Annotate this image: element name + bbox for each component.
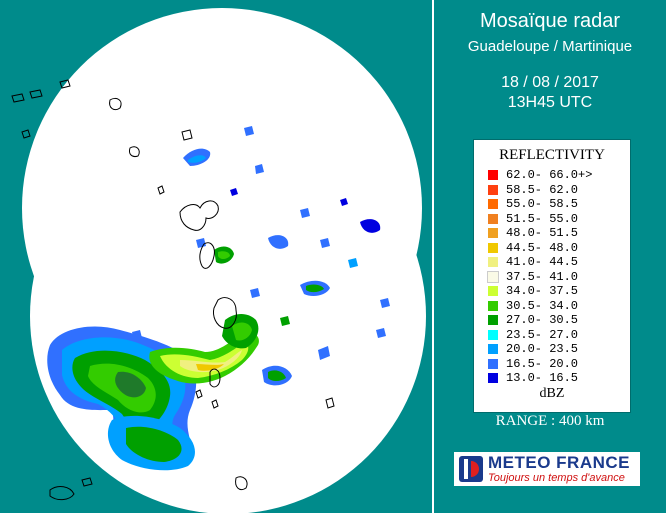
legend-swatch bbox=[488, 300, 498, 311]
dominica-outline bbox=[199, 242, 215, 269]
range-label: RANGE : 400 km bbox=[495, 413, 605, 429]
legend-label: 37.5- 41.0 bbox=[506, 269, 579, 284]
legend-label: 27.0- 30.5 bbox=[506, 313, 579, 327]
virgin-islands-outline bbox=[11, 89, 43, 139]
legend-swatch bbox=[488, 242, 498, 253]
legend-label: 13.0- 16.5 bbox=[506, 371, 579, 385]
legend-swatch bbox=[488, 170, 498, 180]
legend-swatch bbox=[488, 344, 498, 354]
legend-unit: dBZ bbox=[539, 386, 565, 401]
legend-swatch bbox=[488, 228, 498, 238]
legend-swatch bbox=[488, 213, 498, 224]
legend-label: 30.5- 34.0 bbox=[506, 298, 579, 313]
logo-name: METEO FRANCE bbox=[488, 453, 630, 472]
legend-label: 44.5- 48.0 bbox=[506, 240, 579, 255]
montserrat-outline bbox=[157, 185, 165, 195]
legend-label: 62.0- 66.0+> bbox=[506, 168, 593, 182]
martinique-outline bbox=[213, 297, 237, 329]
date-label: 18 / 08 / 2017 bbox=[501, 74, 599, 91]
page-subtitle: Guadeloupe / Martinique bbox=[467, 38, 633, 55]
time-label: 13H45 UTC bbox=[507, 94, 593, 111]
logo-emblem-icon bbox=[459, 456, 483, 482]
legend-swatch bbox=[488, 184, 498, 195]
panel-divider bbox=[432, 0, 434, 513]
legend-label: 41.0- 44.5 bbox=[506, 255, 579, 269]
legend-label: 55.0- 58.5 bbox=[506, 197, 579, 211]
st-kitts-outline bbox=[109, 97, 122, 111]
legend-swatch bbox=[487, 270, 499, 283]
legend-swatch bbox=[488, 329, 498, 340]
legend-title: REFLECTIVITY bbox=[499, 147, 605, 163]
legend-label: 34.0- 37.5 bbox=[506, 284, 579, 298]
legend-swatch bbox=[488, 286, 498, 296]
anguilla-outline bbox=[59, 79, 71, 89]
legend-swatch bbox=[488, 373, 498, 383]
island-outlines bbox=[11, 79, 335, 501]
page-title: Mosaïque radar bbox=[479, 10, 621, 32]
radar-map bbox=[11, 8, 426, 513]
legend-swatch bbox=[488, 257, 498, 267]
legend-label: 48.0- 51.5 bbox=[506, 226, 579, 240]
info-panel: Mosaïque radar Guadeloupe / Martinique 1… bbox=[434, 0, 666, 513]
grenada-outline bbox=[235, 476, 248, 491]
legend-label: 58.5- 62.0 bbox=[506, 182, 579, 197]
legend-label: 51.5- 55.0 bbox=[506, 211, 579, 226]
barbados-outline bbox=[325, 397, 335, 409]
south-islands-outline bbox=[49, 477, 93, 501]
guadeloupe-outline bbox=[179, 200, 219, 231]
legend-swatch bbox=[488, 358, 498, 369]
reflectivity-legend: REFLECTIVITY 62.0- 66.0+> 58.5- 62.0 55.0-… bbox=[473, 139, 631, 413]
grenadines-outline bbox=[195, 389, 219, 409]
logo-tagline: Toujours un temps d'avance bbox=[488, 472, 625, 484]
meteo-france-logo: METEO FRANCE Toujours un temps d'avance bbox=[454, 452, 640, 486]
legend-swatch bbox=[488, 199, 498, 209]
saint-lucia-outline bbox=[209, 368, 221, 388]
precipitation-echoes bbox=[47, 126, 390, 471]
legend-label: 20.0- 23.5 bbox=[506, 342, 579, 356]
legend-swatch bbox=[488, 315, 498, 325]
barbuda-outline bbox=[129, 146, 140, 157]
legend-label: 16.5- 20.0 bbox=[506, 356, 579, 371]
legend-label: 23.5- 27.0 bbox=[506, 327, 579, 342]
antigua-outline bbox=[181, 129, 193, 141]
radar-coverage-martinique bbox=[30, 118, 426, 513]
